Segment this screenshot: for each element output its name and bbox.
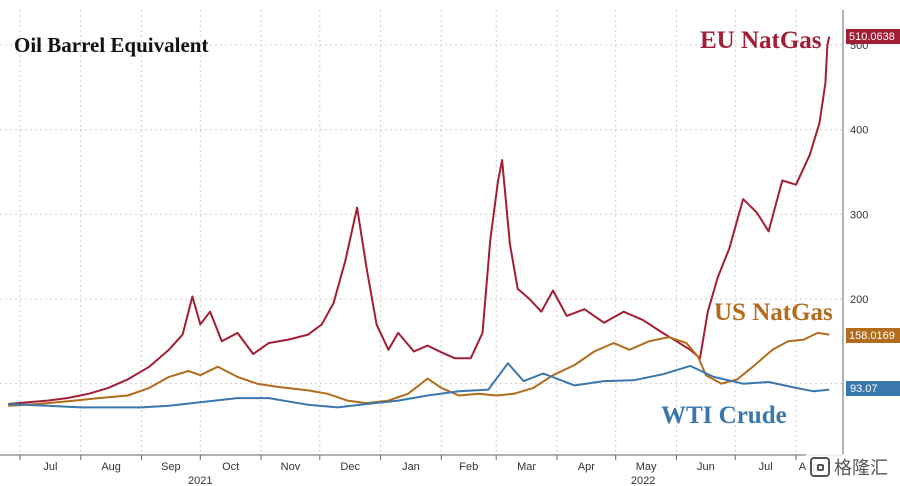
us-natgas-line: [8, 331, 830, 407]
eu-natgas-line: [8, 36, 831, 405]
x-tick-label: Jul: [759, 461, 773, 473]
us-natgas-value: 158.0169: [849, 330, 895, 342]
wti-crude-value: 93.07: [850, 383, 878, 395]
y-tick-label: 300: [850, 209, 868, 221]
watermark-text: 格隆汇: [834, 458, 888, 479]
x-tick-label: Mar: [517, 461, 536, 473]
axes: [0, 10, 844, 456]
x-tick-label: Jan: [402, 461, 420, 473]
x-tick-label: Feb: [459, 461, 478, 473]
series-lines: [8, 36, 831, 409]
us-natgas-label: US NatGas: [714, 299, 833, 326]
x-year-label: 2021: [188, 475, 212, 486]
y-tick-label: 400: [850, 125, 868, 137]
x-tick-label: Sep: [161, 461, 181, 473]
eu-natgas-value: 510.0638: [849, 31, 895, 43]
wti-crude-label: WTI Crude: [661, 402, 787, 429]
watermark-logo-icon: [810, 457, 830, 477]
x-tick-label: Jul: [43, 461, 57, 473]
x-tick-label: Apr: [578, 461, 595, 473]
x-tick-label: Aug: [101, 461, 121, 473]
y-tick-label: 200: [850, 294, 868, 306]
x-tick-label: Oct: [222, 461, 239, 473]
x-tick-label: Nov: [281, 461, 301, 473]
chart-title: Oil Barrel Equivalent: [14, 33, 208, 57]
wti-crude-line: [8, 362, 830, 409]
x-tick-label: May: [636, 461, 657, 473]
x-tick-label: Dec: [340, 461, 360, 473]
us-natgas-value-badge: 158.0169: [846, 328, 900, 343]
x-year-label: 2022: [631, 475, 655, 486]
watermark: 格隆汇: [806, 454, 892, 480]
eu-natgas-value-badge: 510.0638: [846, 29, 900, 44]
eu-natgas-label: EU NatGas: [700, 27, 822, 54]
grid: [0, 10, 843, 455]
wti-crude-value-badge: 93.07: [846, 381, 900, 396]
x-tick-label: Jun: [697, 461, 715, 473]
